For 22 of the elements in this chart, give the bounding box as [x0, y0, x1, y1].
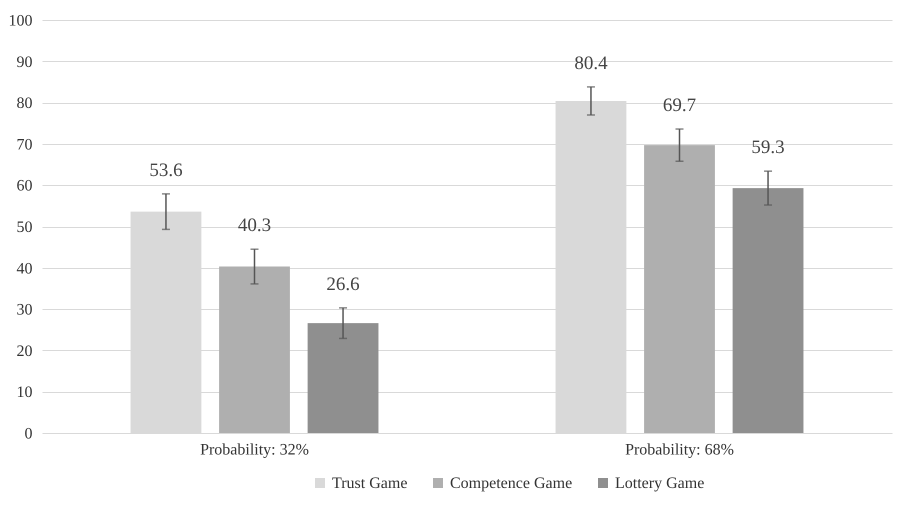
legend-label: Competence Game [450, 475, 572, 492]
data-label: 80.4 [574, 52, 608, 74]
data-label: 40.3 [238, 215, 272, 236]
y-tick-label: 80 [16, 95, 32, 112]
data-label: 53.6 [149, 160, 183, 181]
y-tick-label: 40 [16, 260, 32, 278]
y-tick-label: 20 [16, 342, 32, 360]
legend-label: Lottery Game [615, 475, 704, 492]
y-tick-label: 90 [16, 54, 32, 71]
legend-label: Trust Game [332, 475, 408, 492]
y-tick-label: 50 [16, 219, 32, 236]
data-label: 26.6 [326, 274, 360, 295]
data-label: 69.7 [662, 95, 696, 116]
y-tick-label: 60 [16, 178, 32, 195]
y-tick-label: 100 [8, 12, 32, 30]
y-tick-label: 70 [16, 136, 32, 154]
x-tick-label: Probability: 68% [625, 442, 734, 458]
data-label: 59.3 [751, 137, 785, 158]
y-tick-label: 10 [16, 384, 32, 402]
y-tick-label: 0 [24, 426, 32, 442]
y-tick-label: 30 [16, 302, 32, 319]
x-tick-label: Probability: 32% [200, 442, 309, 458]
